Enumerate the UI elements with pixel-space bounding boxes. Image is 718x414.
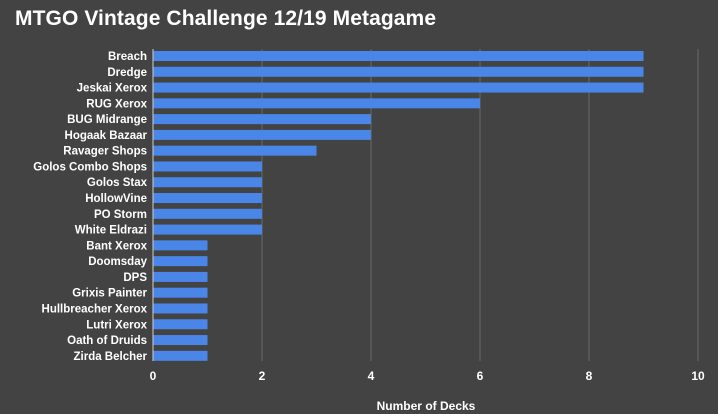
category-label: Breach	[108, 51, 147, 63]
category-label: Bant Xerox	[86, 240, 147, 252]
bar	[153, 224, 262, 235]
bar	[153, 271, 208, 282]
category-label: PO Storm	[94, 209, 147, 221]
category-label: Golos Stax	[87, 177, 148, 189]
bar	[153, 287, 208, 298]
x-tick-label: 6	[477, 369, 484, 383]
category-label: Doomsday	[88, 256, 147, 268]
x-axis-label: Number of Decks	[376, 399, 476, 413]
bar	[153, 193, 262, 204]
bar	[153, 145, 317, 156]
x-tick-label: 0	[150, 369, 157, 383]
bar	[153, 208, 262, 219]
category-label: RUG Xerox	[86, 98, 147, 110]
category-label: HollowVine	[85, 193, 147, 205]
x-tick-label: 4	[368, 369, 375, 383]
x-tick-labels: 0 2 4 6 8 10	[150, 369, 705, 383]
bar	[153, 114, 371, 125]
chart-title: MTGO Vintage Challenge 12/19 Metagame	[15, 7, 437, 30]
bar	[153, 129, 371, 140]
category-label: Oath of Druids	[67, 335, 147, 347]
bar	[153, 177, 262, 188]
category-labels: Breach Dredge Jeskai Xerox RUG Xerox BUG Mid…	[33, 51, 147, 363]
bar	[153, 319, 208, 330]
bar	[153, 98, 480, 109]
category-label: Hullbreacher Xerox	[42, 303, 148, 315]
x-tick-label: 10	[691, 369, 705, 383]
x-tick-label: 2	[259, 369, 266, 383]
category-label: Hogaak Bazaar	[65, 130, 148, 142]
category-label: Grixis Painter	[72, 288, 147, 300]
x-tick-label: 8	[586, 369, 593, 383]
bars	[153, 51, 644, 361]
category-label: Ravager Shops	[63, 146, 147, 158]
bar	[153, 240, 208, 251]
bar	[153, 82, 644, 93]
bar	[153, 303, 208, 314]
gridlines	[152, 49, 699, 361]
category-label: Dredge	[107, 67, 147, 79]
category-label: BUG Midrange	[67, 114, 147, 126]
bar	[153, 51, 644, 61]
bar	[153, 350, 208, 361]
category-label: Lutri Xerox	[86, 319, 147, 331]
bar	[153, 335, 208, 346]
bar	[153, 161, 262, 172]
category-label: Zirda Belcher	[74, 351, 148, 363]
category-label: DPS	[123, 272, 147, 284]
bar	[153, 256, 208, 267]
bar	[153, 66, 644, 77]
category-label: White Eldrazi	[75, 225, 147, 237]
category-label: Golos Combo Shops	[33, 161, 147, 173]
category-label: Jeskai Xerox	[77, 83, 148, 95]
